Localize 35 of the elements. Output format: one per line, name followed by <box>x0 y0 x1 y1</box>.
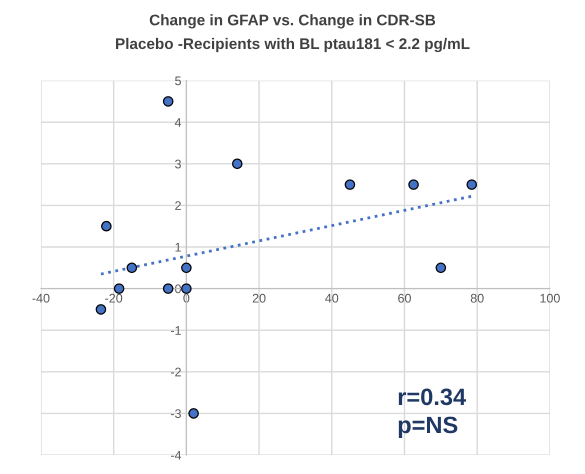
y-tick-label: 1 <box>176 242 181 252</box>
x-tick-label: 40 <box>325 294 338 303</box>
y-tick-label: -2 <box>170 368 181 376</box>
point <box>162 283 174 294</box>
y-tick-label: -3 <box>170 409 181 418</box>
y-tick-label: 3 <box>175 160 181 168</box>
point <box>126 262 138 274</box>
chart-subtitle: Placebo -Recipients with BL ptau181 < 2.2 pg/mL <box>116 38 470 52</box>
point <box>114 283 124 294</box>
x-tick-label: 60 <box>398 294 411 303</box>
point <box>436 262 446 274</box>
x-tick-label: -20 <box>105 294 122 303</box>
y-tick-label: 4 <box>174 118 182 127</box>
point <box>101 220 112 232</box>
x-tick-label: -40 <box>32 294 50 303</box>
point <box>188 408 199 419</box>
y-tick-label: 5 <box>175 76 181 86</box>
point <box>181 283 192 294</box>
point <box>96 304 106 315</box>
chart-title: Change in GFAP vs. Change in CDR-SB <box>150 14 436 28</box>
point <box>466 179 478 190</box>
point <box>408 179 419 190</box>
y-tick-label: -4 <box>170 450 182 460</box>
y-tick-label: -1 <box>170 326 181 335</box>
point <box>162 96 174 107</box>
annotation: p=NS <box>398 416 458 438</box>
point <box>232 158 243 170</box>
x-tick-label: 0 <box>183 294 190 303</box>
point <box>181 262 192 274</box>
x-tick-label: 80 <box>470 294 484 303</box>
annotation: r=0.34 <box>398 388 466 406</box>
y-tick-label: 2 <box>175 201 181 210</box>
x-tick-label: 100 <box>540 294 560 303</box>
point <box>344 179 356 190</box>
x-tick-label: 20 <box>252 294 266 303</box>
